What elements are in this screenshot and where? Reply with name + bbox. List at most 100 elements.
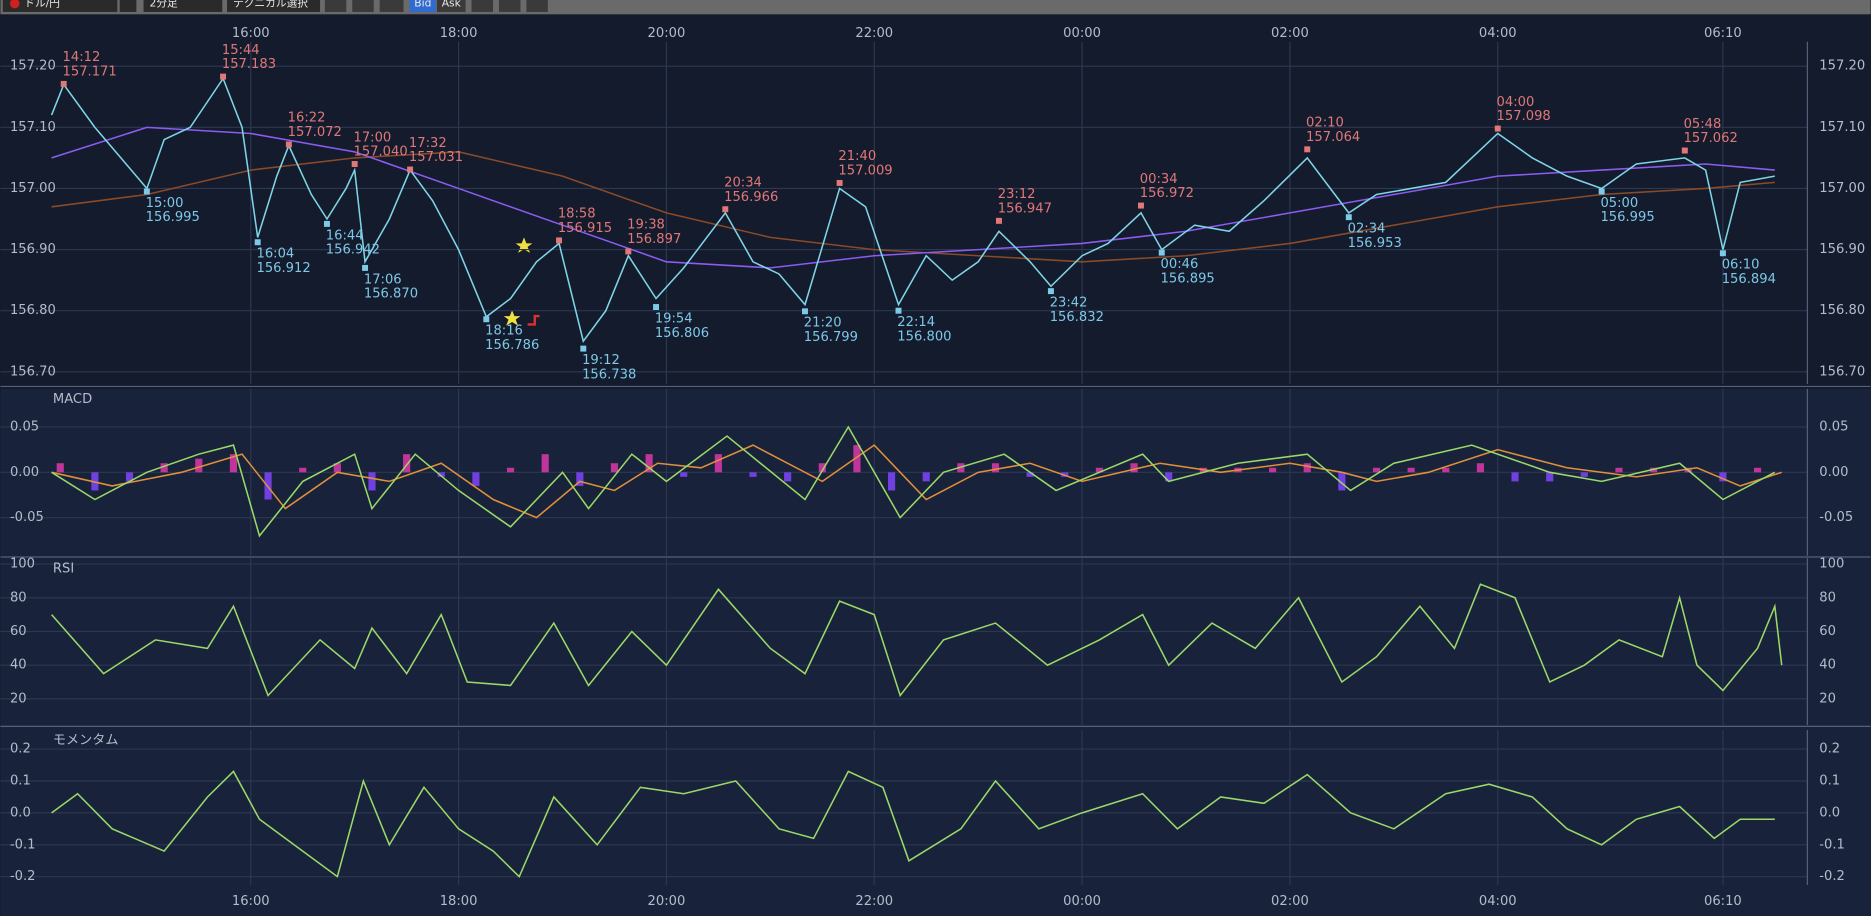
extreme-price: 157.062 (1684, 131, 1738, 146)
line-series (51, 425, 1776, 538)
extreme-price: 156.832 (1050, 310, 1104, 325)
x-tick-label: 20:00 (648, 26, 686, 41)
extreme-price: 156.995 (146, 210, 200, 225)
extreme-time: 20:34 (724, 175, 762, 190)
histogram-bar (1442, 467, 1450, 473)
extreme-price: 157.183 (222, 57, 276, 72)
extreme-price: 157.031 (409, 150, 463, 165)
histogram-bar (1580, 472, 1588, 477)
y-tick-label: 0.0 (10, 805, 31, 820)
ask-label: Ask (442, 0, 462, 10)
y-tick-label-right: 0.2 (1819, 742, 1840, 757)
histogram-bar (229, 454, 238, 473)
histogram-bar (1719, 472, 1727, 482)
signal-arrow (527, 314, 540, 326)
symbol: ドル/円 (24, 0, 60, 10)
info-button[interactable] (352, 0, 374, 12)
extreme-price: 156.806 (655, 326, 709, 341)
histogram-bar (368, 472, 376, 491)
y-tick-label: 20 (10, 691, 27, 706)
extreme-time: 21:20 (804, 316, 842, 331)
low-marker (1047, 288, 1054, 295)
y-tick-label: -0.1 (10, 837, 36, 852)
extreme-price: 156.966 (724, 190, 778, 205)
extreme-time: 04:00 (1497, 95, 1535, 110)
y-tick-label: 156.90 (10, 242, 56, 257)
x-tick-label: 22:00 (855, 894, 893, 909)
line-series (50, 76, 1775, 344)
histogram-bar (922, 472, 930, 482)
histogram-bar (437, 472, 445, 477)
extreme-time: 17:00 (353, 130, 391, 145)
draw-button[interactable] (324, 0, 347, 12)
y-tick-label: 157.10 (10, 120, 56, 135)
extreme-price: 156.912 (256, 261, 310, 276)
panel-title: モメンタム (53, 732, 119, 748)
extreme-time: 18:58 (558, 207, 596, 222)
timeframe-select[interactable] (143, 0, 223, 12)
x-tick-label: 06:10 (1704, 26, 1742, 41)
extreme-price: 157.064 (1306, 130, 1360, 145)
histogram-bar (714, 454, 722, 473)
extreme-price: 156.947 (998, 201, 1052, 216)
chart-type-button[interactable] (379, 0, 404, 12)
extreme-time: 06:10 (1722, 258, 1760, 273)
y-tick-label-right: 0.00 (1819, 465, 1848, 480)
extreme-time: 00:46 (1161, 257, 1199, 272)
extreme-price: 156.953 (1348, 236, 1402, 251)
y-tick-label-right: 156.80 (1819, 303, 1865, 318)
x-tick-label: 18:00 (440, 894, 478, 909)
x-tick-label: 00:00 (1063, 894, 1101, 909)
y-tick-label-right: 157.20 (1819, 59, 1865, 74)
extreme-time: 15:00 (146, 196, 184, 211)
y-tick-label: 0.1 (10, 773, 31, 788)
bid-button[interactable] (409, 0, 436, 12)
histogram-bar (887, 472, 896, 491)
histogram-bar (1407, 467, 1415, 473)
histogram-bar (1095, 467, 1103, 473)
y-tick-label-right: 0.1 (1819, 773, 1840, 788)
timeframe: 2分足 (150, 0, 179, 10)
extreme-price: 156.894 (1722, 272, 1776, 287)
low-marker (1345, 214, 1352, 221)
low-marker (1719, 250, 1726, 257)
y-tick-label-right: 60 (1819, 624, 1836, 639)
histogram-bar (749, 472, 757, 477)
ask-button[interactable] (436, 0, 466, 12)
y-tick-label-right: -0.2 (1819, 869, 1845, 884)
y-tick-label: 0.00 (10, 465, 39, 480)
dropdown-button[interactable] (119, 0, 137, 12)
high-marker (407, 166, 414, 173)
histogram-bar (1130, 463, 1138, 473)
x-tick-label: 06:10 (1704, 894, 1742, 909)
histogram-bar (991, 463, 1000, 473)
histogram-bar (1165, 472, 1173, 482)
technical-select[interactable] (227, 0, 321, 12)
low-marker (254, 239, 261, 246)
zoom-out-button[interactable] (526, 0, 548, 12)
panel-title: RSI (53, 561, 74, 576)
extreme-time: 18:16 (485, 324, 523, 339)
line-series (51, 444, 1782, 519)
histogram-bar (160, 463, 168, 473)
y-tick-label-right: 156.70 (1819, 364, 1865, 379)
histogram-bar (1511, 472, 1519, 482)
histogram-bar (784, 472, 792, 482)
high-marker (1681, 147, 1688, 154)
x-tick-label: 20:00 (648, 894, 686, 909)
extreme-time: 17:32 (409, 136, 447, 151)
indicator-button[interactable] (471, 0, 494, 12)
high-marker (625, 248, 632, 255)
y-tick-label-right: -0.05 (1819, 510, 1853, 525)
extreme-time: 05:00 (1600, 196, 1638, 211)
high-marker (351, 161, 358, 167)
histogram-bar (1338, 472, 1346, 491)
extreme-time: 16:04 (256, 247, 294, 262)
extreme-price: 157.098 (1497, 109, 1551, 124)
symbol-select[interactable] (2, 0, 118, 12)
y-tick-label: -0.05 (10, 510, 44, 525)
low-marker (323, 220, 330, 227)
zoom-in-button[interactable] (498, 0, 521, 12)
y-tick-label-right: 40 (1819, 658, 1836, 673)
